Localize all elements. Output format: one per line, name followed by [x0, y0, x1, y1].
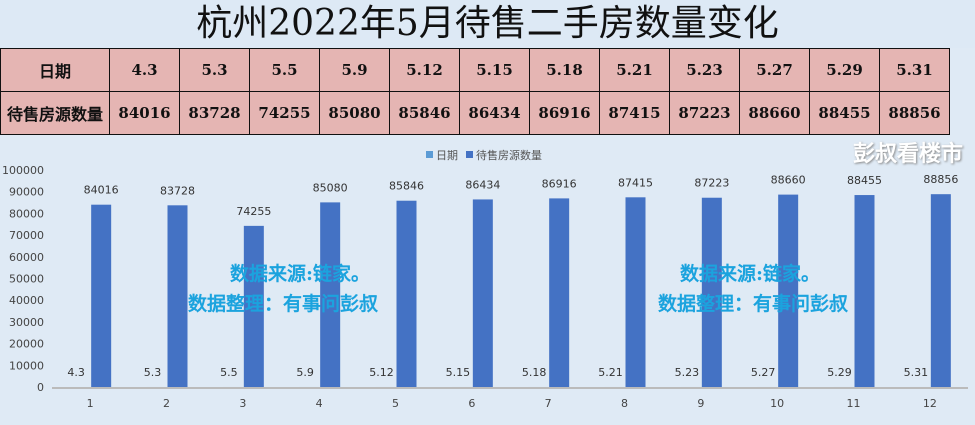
data-table: 日期 4.3 5.3 5.5 5.9 5.12 5.15 5.18 5.21 5.23 5.27 5.…	[0, 48, 950, 135]
data-label-date: 5.21	[598, 366, 623, 379]
data-label-count: 83728	[160, 184, 195, 197]
bar-count	[778, 194, 799, 387]
y-tick-label: 60000	[9, 251, 44, 264]
date-cell: 5.3	[179, 48, 250, 92]
y-tick-label: 50000	[9, 273, 44, 286]
count-cell: 87415	[599, 91, 670, 135]
count-cell: 88660	[739, 91, 810, 135]
bar-count	[625, 197, 646, 387]
x-tick-label: 6	[468, 397, 475, 410]
legend-label-count: 待售房源数量	[476, 148, 542, 162]
x-tick-label: 11	[847, 397, 861, 410]
y-tick-label: 40000	[9, 294, 44, 307]
data-label-date: 5.31	[904, 366, 929, 379]
bar-chart: 日期 待售房源数量 0 10000 20000 30000 40000 50000 60000 7…	[2, 148, 968, 410]
data-label-count: 88856	[923, 173, 958, 186]
x-tick-label: 1	[87, 397, 94, 410]
source-annotation: 数据来源:链家。	[230, 262, 370, 285]
date-cell: 5.15	[459, 48, 530, 92]
count-cell: 86434	[459, 91, 530, 135]
x-tick-label: 3	[239, 397, 246, 410]
x-tick-label: 2	[163, 397, 170, 410]
bar-count	[701, 197, 722, 387]
x-tick-label: 7	[545, 397, 552, 410]
bar-count	[854, 195, 875, 387]
count-cell: 85846	[389, 91, 460, 135]
date-cell: 5.29	[809, 48, 880, 92]
data-label-count: 74255	[236, 205, 271, 218]
data-label-count: 88455	[847, 174, 882, 187]
data-label-date: 5.12	[369, 366, 394, 379]
date-cell: 5.18	[529, 48, 600, 92]
date-cell: 5.9	[319, 48, 390, 92]
data-label-date: 5.18	[522, 366, 547, 379]
data-label-count: 87415	[618, 176, 653, 189]
date-cell: 4.3	[109, 48, 180, 92]
data-label-date: 5.27	[751, 366, 776, 379]
date-cell: 5.5	[249, 48, 320, 92]
count-cell: 87223	[669, 91, 740, 135]
count-cell: 84016	[109, 91, 180, 135]
bar-count	[243, 225, 264, 387]
y-tick-label: 100000	[2, 164, 44, 177]
data-label-count: 86916	[542, 177, 577, 190]
data-label-date: 5.29	[827, 366, 852, 379]
date-cell: 5.23	[669, 48, 740, 92]
page-title: 杭州2022年5月待售二手房数量变化	[0, 0, 975, 48]
y-tick-label: 20000	[9, 338, 44, 351]
y-tick-label: 30000	[9, 316, 44, 329]
count-cell: 74255	[249, 91, 320, 135]
x-tick-label: 4	[316, 397, 323, 410]
y-tick-label: 80000	[9, 207, 44, 220]
bar-count	[472, 199, 493, 387]
bar-count	[167, 205, 188, 387]
x-tick-label: 10	[770, 397, 784, 410]
date-cell: 5.21	[599, 48, 670, 92]
row-header-date: 日期	[0, 48, 110, 92]
bar-count	[549, 198, 570, 387]
y-tick-label: 70000	[9, 229, 44, 242]
bar-count	[91, 204, 112, 387]
source-annotation: 数据整理：有事问彭叔	[658, 292, 849, 315]
count-cell: 85080	[319, 91, 390, 135]
data-label-count: 85080	[313, 181, 348, 194]
data-label-count: 86434	[465, 178, 500, 191]
count-cell: 88455	[809, 91, 880, 135]
x-tick-label: 5	[392, 397, 399, 410]
legend-marker-count	[466, 151, 473, 158]
data-label-count: 88660	[771, 174, 806, 187]
bar-count	[930, 194, 951, 387]
bar-count	[396, 200, 417, 387]
count-cell: 86916	[529, 91, 600, 135]
x-tick-label: 9	[697, 397, 704, 410]
data-label-date: 5.9	[296, 366, 314, 379]
source-annotation: 数据来源:链家。	[680, 262, 820, 285]
row-header-count: 待售房源数量	[0, 91, 110, 135]
date-cell: 5.31	[879, 48, 950, 92]
count-cell: 83728	[179, 91, 250, 135]
data-label-date: 5.15	[446, 366, 471, 379]
data-label-date: 4.3	[67, 366, 85, 379]
data-label-count: 87223	[694, 177, 729, 190]
date-cell: 5.27	[739, 48, 810, 92]
y-tick-label: 90000	[9, 186, 44, 199]
x-tick-label: 8	[621, 397, 628, 410]
data-label-date: 5.23	[675, 366, 700, 379]
count-cell: 88856	[879, 91, 950, 135]
x-tick-label: 12	[923, 397, 937, 410]
data-label-count: 84016	[84, 184, 119, 197]
data-label-date: 5.3	[144, 366, 162, 379]
legend-marker-date	[426, 151, 433, 158]
y-tick-label: 10000	[9, 359, 44, 372]
date-cell: 5.12	[389, 48, 460, 92]
data-label-date: 5.5	[220, 366, 238, 379]
data-label-count: 85846	[389, 180, 424, 193]
legend-label-date: 日期	[436, 149, 458, 162]
watermark: 彭叔看楼市	[852, 142, 963, 167]
source-annotation: 数据整理：有事问彭叔	[188, 292, 379, 315]
bar-count	[320, 202, 341, 387]
y-tick-label: 0	[37, 381, 44, 394]
